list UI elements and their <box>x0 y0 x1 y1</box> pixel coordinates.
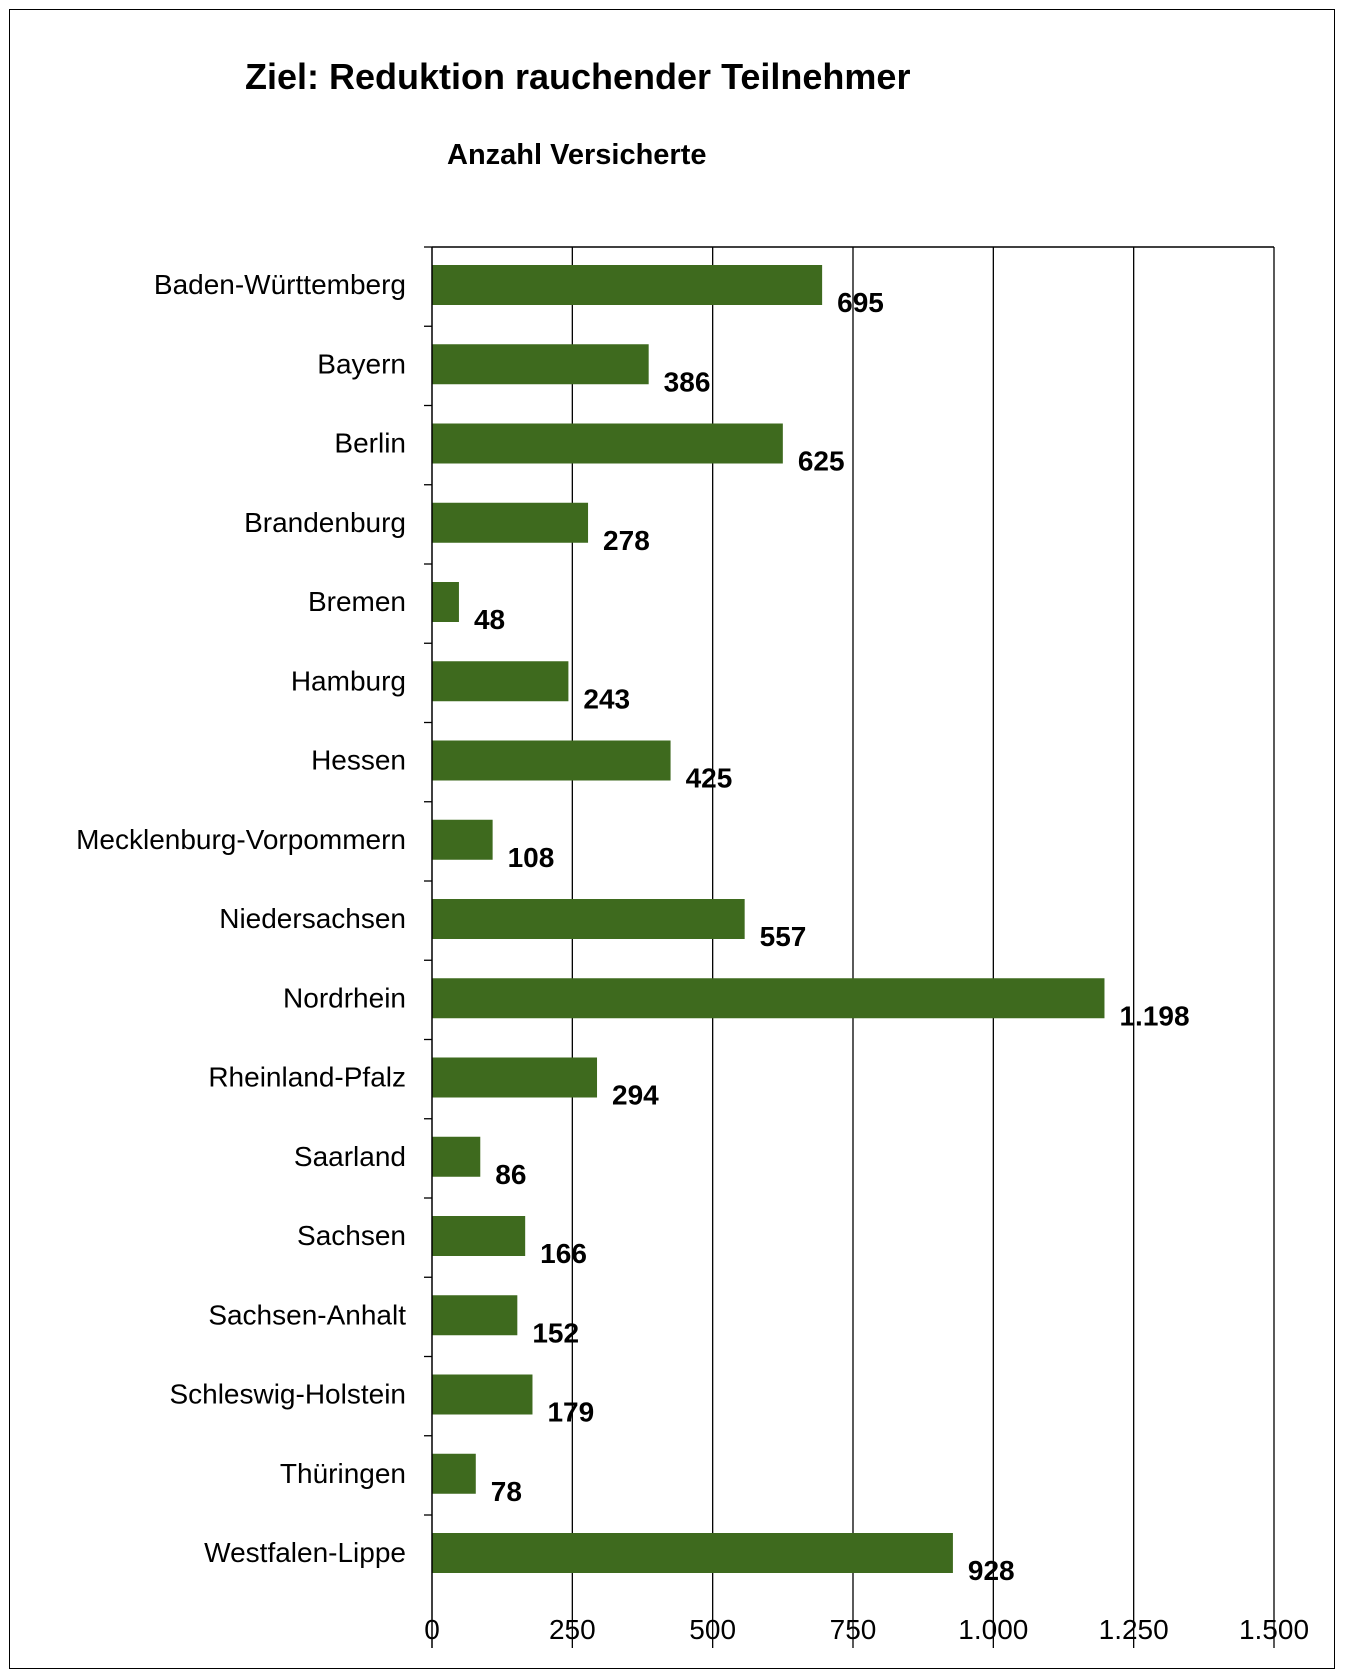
category-label: Thüringen <box>280 1458 406 1489</box>
value-label: 625 <box>798 446 845 477</box>
bar <box>432 1216 526 1256</box>
x-tick-label: 500 <box>689 1614 736 1645</box>
x-tick-label: 1.000 <box>958 1614 1028 1645</box>
x-tick-label: 1.250 <box>1099 1614 1169 1645</box>
x-tick-label: 750 <box>830 1614 877 1645</box>
value-label: 294 <box>612 1080 659 1111</box>
value-label: 557 <box>760 921 807 952</box>
category-label: Rheinland-Pfalz <box>208 1062 406 1093</box>
x-tick-label: 1.500 <box>1239 1614 1309 1645</box>
bar <box>432 582 459 622</box>
value-label: 166 <box>540 1238 587 1269</box>
category-label: Sachsen-Anhalt <box>208 1299 406 1330</box>
bar <box>432 819 493 860</box>
bar <box>432 344 649 385</box>
category-label: Westfalen-Lippe <box>204 1537 406 1568</box>
category-label: Saarland <box>294 1141 406 1172</box>
value-label: 108 <box>508 842 555 873</box>
category-label: Hamburg <box>291 665 406 696</box>
category-label: Mecklenburg-Vorpommern <box>76 824 406 855</box>
bar <box>432 1136 481 1177</box>
chart-title: Ziel: Reduktion rauchender Teilnehmer <box>245 56 911 97</box>
bar <box>432 265 823 305</box>
value-label: 86 <box>495 1159 526 1190</box>
category-label: Brandenburg <box>244 507 406 538</box>
bar <box>432 1533 953 1573</box>
bar <box>432 423 783 464</box>
chart-subtitle: Anzahl Versicherte <box>447 139 707 171</box>
bar <box>432 502 589 543</box>
value-label: 425 <box>686 763 733 794</box>
category-label: Nordrhein <box>283 982 406 1013</box>
x-tick-label: 0 <box>424 1614 440 1645</box>
bar <box>432 1057 598 1098</box>
category-label: Baden-Württemberg <box>154 269 406 300</box>
category-label: Schleswig-Holstein <box>169 1379 406 1410</box>
value-label: 48 <box>474 604 505 635</box>
bar <box>432 1453 476 1494</box>
category-label: Bayern <box>317 348 406 379</box>
value-label: 928 <box>968 1555 1015 1586</box>
value-label: 78 <box>491 1476 522 1507</box>
bar <box>432 978 1105 1019</box>
value-label: 152 <box>532 1317 579 1348</box>
x-tick-label: 250 <box>549 1614 596 1645</box>
value-label: 695 <box>837 287 884 318</box>
bar <box>432 899 745 939</box>
category-label: Hessen <box>311 745 406 776</box>
value-label: 278 <box>603 525 650 556</box>
category-label: Sachsen <box>297 1220 406 1251</box>
value-label: 179 <box>547 1397 594 1428</box>
category-label: Berlin <box>334 428 406 459</box>
bar <box>432 661 569 702</box>
value-label: 386 <box>664 366 711 397</box>
value-label: 243 <box>583 683 630 714</box>
category-label: Niedersachsen <box>219 903 406 934</box>
bar <box>432 740 671 781</box>
value-label: 1.198 <box>1119 1000 1189 1031</box>
bar <box>432 1295 518 1336</box>
bar <box>432 1374 533 1415</box>
category-label: Bremen <box>308 586 406 617</box>
